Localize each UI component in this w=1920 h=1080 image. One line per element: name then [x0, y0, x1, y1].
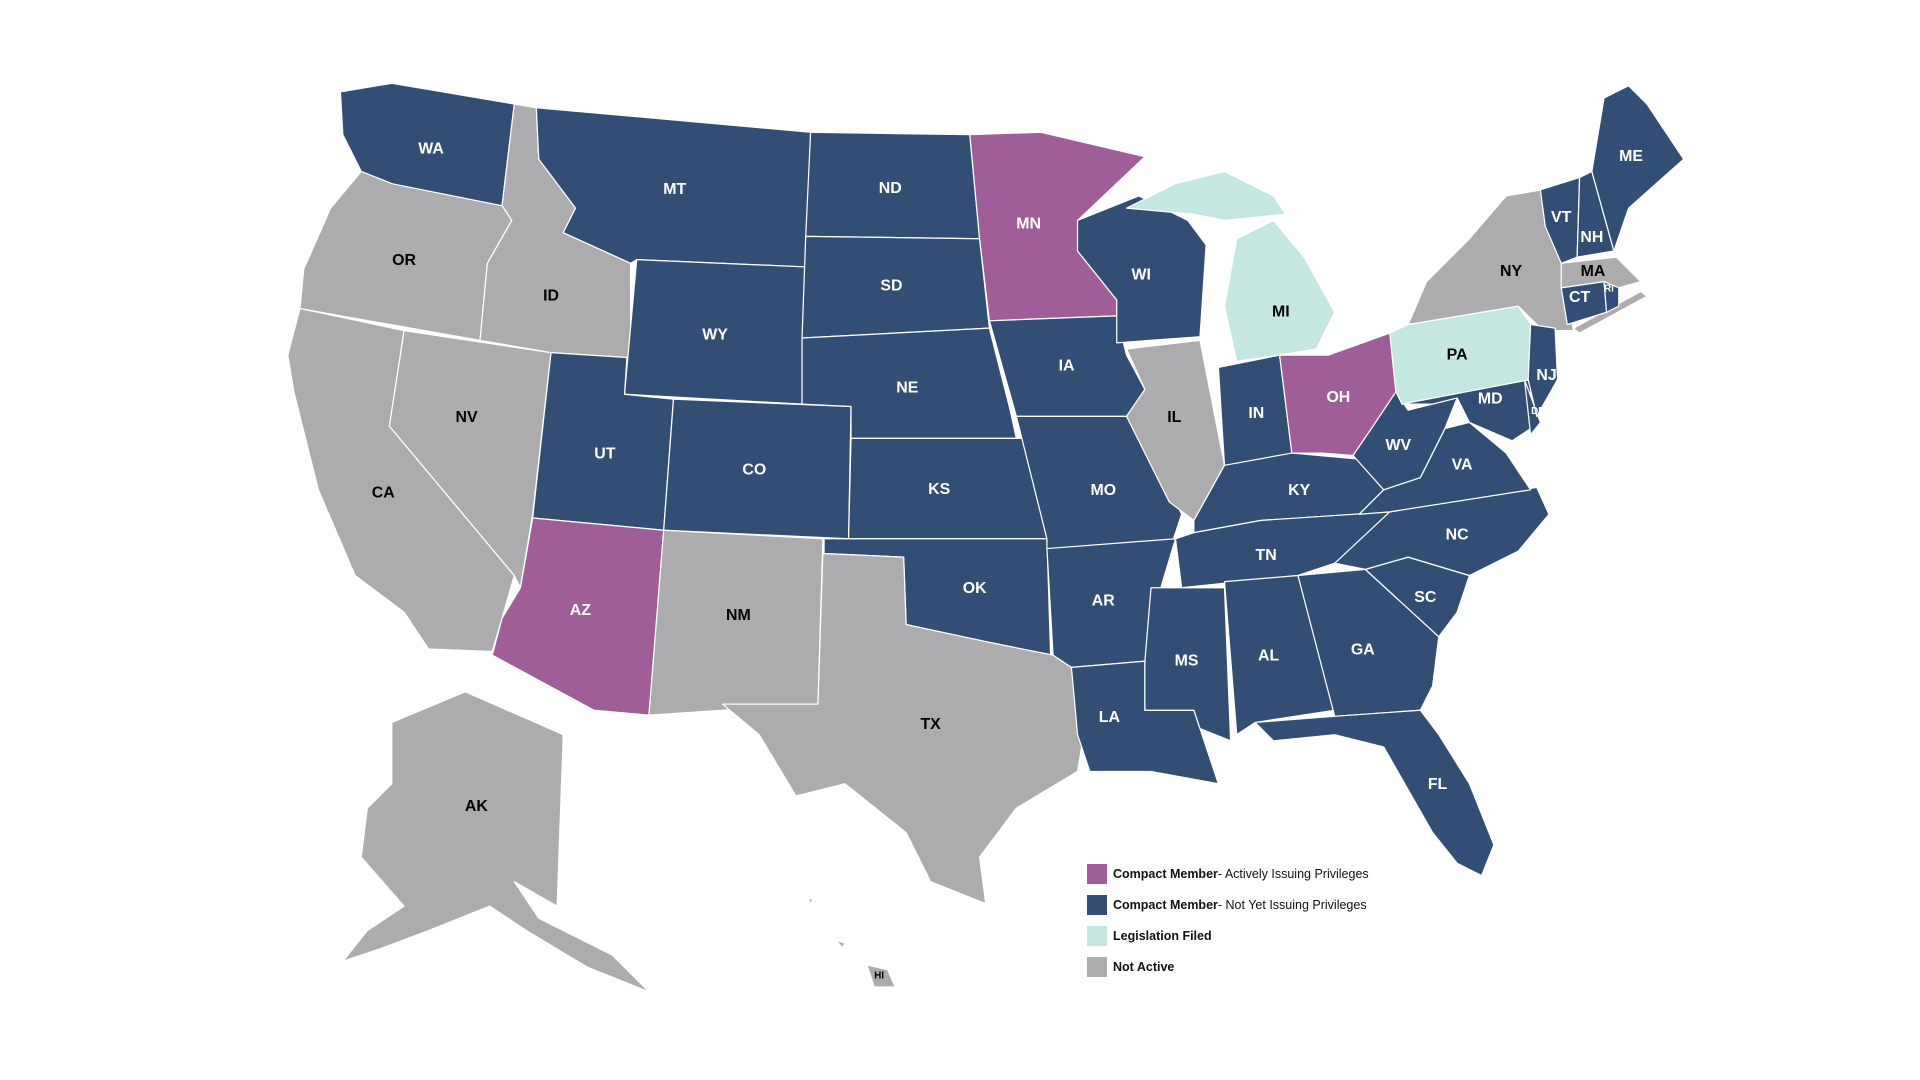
state-label-ri: RI — [1604, 284, 1614, 295]
state-label-ny: NY — [1500, 263, 1522, 280]
map-legend: Compact Member - Actively Issuing Privil… — [1087, 864, 1369, 988]
state-label-il: IL — [1167, 409, 1181, 426]
state-label-hi: HI — [874, 971, 884, 982]
state-label-ia: IA — [1059, 357, 1075, 374]
state-label-ut: UT — [594, 445, 615, 462]
state-label-or: OR — [392, 252, 416, 269]
state-label-mi: MI — [1272, 303, 1290, 320]
legend-swatch-legislation — [1087, 926, 1107, 946]
state-label-wy: WY — [702, 327, 728, 344]
state-label-va: VA — [1452, 457, 1473, 474]
state-label-fl: FL — [1428, 776, 1448, 793]
state-label-ky: KY — [1288, 482, 1310, 499]
state-label-ne: NE — [896, 379, 918, 396]
legend-swatch-inactive — [1087, 957, 1107, 977]
state-hi[interactable] — [866, 964, 896, 988]
state-ms[interactable] — [1144, 587, 1232, 742]
legend-item-legislation: Legislation Filed — [1087, 926, 1369, 946]
state-label-oh: OH — [1326, 389, 1350, 406]
state-label-in: IN — [1248, 405, 1264, 422]
state-hi[interactable] — [807, 896, 814, 905]
state-label-wi: WI — [1132, 267, 1151, 284]
state-label-ma: MA — [1581, 263, 1606, 280]
state-label-sd: SD — [880, 278, 902, 295]
state-tx[interactable] — [721, 552, 1085, 905]
state-me[interactable] — [1591, 85, 1685, 252]
legend-item-active: Compact Member - Actively Issuing Privil… — [1087, 864, 1369, 884]
state-ma[interactable] — [1560, 256, 1642, 289]
state-label-md: MD — [1478, 390, 1503, 407]
state-ak[interactable] — [342, 691, 650, 993]
state-label-nh: NH — [1580, 229, 1603, 246]
state-label-tx: TX — [920, 716, 941, 733]
state-label-mo: MO — [1090, 482, 1116, 499]
state-label-id: ID — [543, 288, 559, 305]
state-label-ks: KS — [928, 481, 950, 498]
state-fl[interactable] — [1254, 709, 1495, 877]
state-label-al: AL — [1258, 648, 1279, 665]
state-label-nj: NJ — [1536, 367, 1556, 384]
state-label-wa: WA — [418, 141, 444, 158]
state-label-tn: TN — [1256, 547, 1277, 564]
state-label-ms: MS — [1175, 652, 1199, 669]
state-label-mt: MT — [663, 181, 686, 198]
state-label-me: ME — [1619, 148, 1643, 165]
state-label-la: LA — [1099, 709, 1121, 726]
state-label-sc: SC — [1414, 589, 1437, 606]
state-label-ok: OK — [963, 580, 987, 597]
state-vt[interactable] — [1539, 176, 1581, 264]
state-label-az: AZ — [570, 602, 591, 619]
state-label-mn: MN — [1016, 215, 1041, 232]
legend-swatch-active — [1087, 864, 1107, 884]
state-mi[interactable] — [1223, 219, 1336, 362]
state-label-ak: AK — [465, 798, 488, 815]
state-nj[interactable] — [1527, 323, 1559, 417]
state-label-pa: PA — [1447, 346, 1468, 363]
state-label-nc: NC — [1446, 526, 1469, 543]
state-label-nm: NM — [726, 607, 751, 624]
state-label-vt: VT — [1551, 209, 1572, 226]
state-label-nd: ND — [879, 180, 902, 197]
state-label-ga: GA — [1351, 641, 1375, 658]
state-label-de: DE — [1531, 406, 1545, 417]
state-de[interactable] — [1523, 378, 1542, 436]
state-label-wv: WV — [1386, 437, 1412, 454]
state-label-nv: NV — [455, 409, 477, 426]
state-label-ca: CA — [372, 485, 395, 502]
state-al[interactable] — [1223, 574, 1336, 736]
legend-swatch-member — [1087, 895, 1107, 915]
state-il[interactable] — [1125, 339, 1226, 522]
state-label-ct: CT — [1569, 289, 1590, 306]
state-mi[interactable] — [1125, 170, 1287, 222]
legend-item-member: Compact Member - Not Yet Issuing Privile… — [1087, 895, 1369, 915]
state-label-ar: AR — [1092, 592, 1115, 609]
legend-item-inactive: Not Active — [1087, 957, 1369, 977]
state-label-co: CO — [742, 461, 766, 478]
state-hi[interactable] — [835, 939, 846, 949]
